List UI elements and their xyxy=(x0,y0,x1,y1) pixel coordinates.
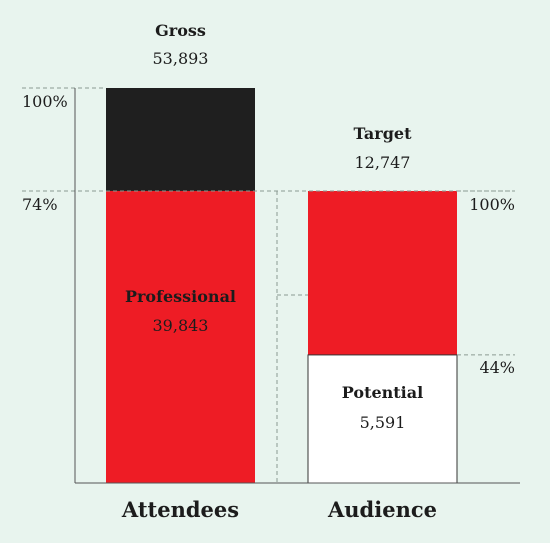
target-value-label: 12,747 xyxy=(355,153,411,172)
target-name-label: Target xyxy=(354,124,413,143)
bar-attendees-professional-segment xyxy=(106,190,255,484)
pct-100-right-label: 100% xyxy=(469,195,515,214)
bar-attendees-gross-segment xyxy=(106,88,255,191)
gross-name-label: Gross xyxy=(155,21,206,40)
bar-audience-target-segment xyxy=(308,191,457,355)
x-tick-attendees: Attendees xyxy=(121,497,239,522)
professional-name-label: Professional xyxy=(125,287,236,306)
pct-74-label: 74% xyxy=(22,195,58,214)
pct-44-label: 44% xyxy=(479,358,515,377)
x-tick-audience: Audience xyxy=(327,497,437,522)
bar-audience-potential-segment xyxy=(307,354,458,484)
professional-value-label: 39,843 xyxy=(153,316,209,335)
gross-value-label: 53,893 xyxy=(153,49,209,68)
potential-value-label: 5,591 xyxy=(360,413,406,432)
potential-name-label: Potential xyxy=(342,383,423,402)
pct-100-left-label: 100% xyxy=(22,92,68,111)
